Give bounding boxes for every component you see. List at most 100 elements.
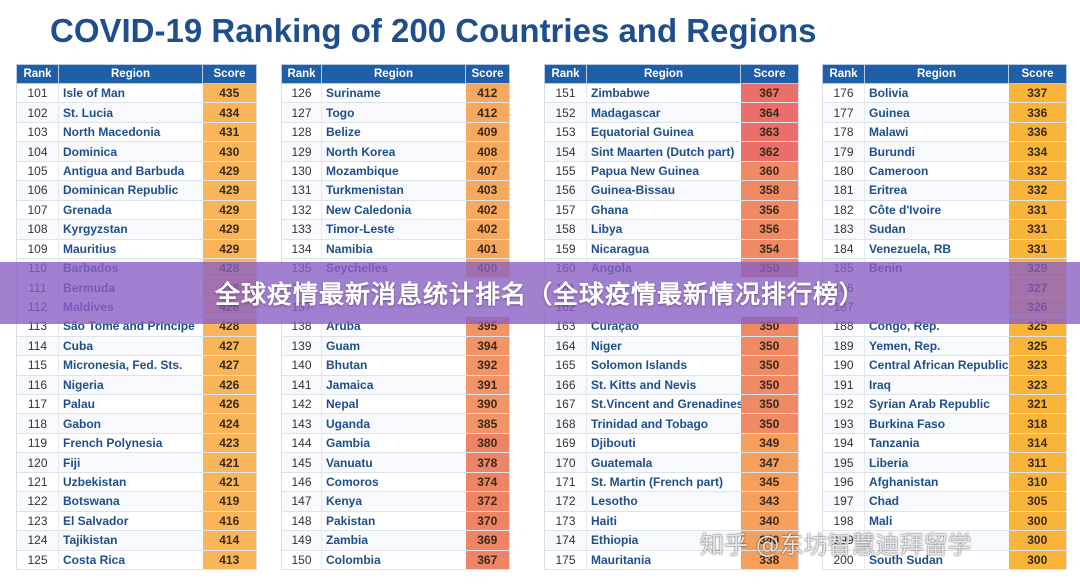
table-row: 115 Micronesia, Fed. Sts. 427 xyxy=(16,355,257,376)
region-cell: Mali xyxy=(864,511,1009,532)
score-cell: 345 xyxy=(740,472,799,493)
table-row: 146 Comoros 374 xyxy=(281,472,510,493)
region-cell: Nigeria xyxy=(58,375,203,396)
rank-cell: 157 xyxy=(544,200,587,221)
rank-cell: 129 xyxy=(281,141,322,162)
score-cell: 336 xyxy=(1008,102,1067,123)
table-row: 164 Niger 350 xyxy=(544,336,799,357)
score-cell: 401 xyxy=(465,239,510,259)
score-cell: 300 xyxy=(1008,550,1067,570)
region-cell: Ghana xyxy=(586,200,741,221)
rank-cell: 180 xyxy=(822,161,865,182)
rank-cell: 166 xyxy=(544,375,587,396)
table-row: 117 Palau 426 xyxy=(16,394,257,415)
region-cell: Papua New Guinea xyxy=(586,161,741,182)
table-row: 125 Costa Rica 413 xyxy=(16,550,257,570)
table-row: 195 Liberia 311 xyxy=(822,452,1067,473)
region-cell: Lesotho xyxy=(586,491,741,512)
rank-cell: 130 xyxy=(281,161,322,182)
table-row: 149 Zambia 369 xyxy=(281,530,510,551)
score-header: Score xyxy=(465,64,510,84)
table-row: 118 Gabon 424 xyxy=(16,413,257,434)
rank-cell: 108 xyxy=(16,219,59,240)
rank-cell: 117 xyxy=(16,394,59,415)
table-row: 133 Timor-Leste 402 xyxy=(281,219,510,240)
rank-cell: 145 xyxy=(281,452,322,473)
region-cell: Madagascar xyxy=(586,102,741,123)
rank-cell: 171 xyxy=(544,472,587,493)
table-row: 109 Mauritius 429 xyxy=(16,239,257,259)
score-cell: 380 xyxy=(465,433,510,454)
rank-cell: 106 xyxy=(16,180,59,201)
rank-cell: 170 xyxy=(544,452,587,473)
table-row: 150 Colombia 367 xyxy=(281,550,510,570)
rank-cell: 123 xyxy=(16,511,59,532)
rank-cell: 198 xyxy=(822,511,865,532)
score-header: Score xyxy=(202,64,257,84)
score-cell: 391 xyxy=(465,375,510,396)
rank-cell: 134 xyxy=(281,239,322,259)
rank-cell: 149 xyxy=(281,530,322,551)
score-cell: 350 xyxy=(740,336,799,357)
rank-cell: 118 xyxy=(16,413,59,434)
region-cell: French Polynesia xyxy=(58,433,203,454)
rank-cell: 121 xyxy=(16,472,59,493)
table-row: 130 Mozambique 407 xyxy=(281,161,510,182)
region-cell: Togo xyxy=(321,102,466,123)
rank-cell: 200 xyxy=(822,550,865,570)
score-cell: 407 xyxy=(465,161,510,182)
region-cell: Burkina Faso xyxy=(864,413,1009,434)
score-cell: 429 xyxy=(202,161,257,182)
region-cell: Guinea xyxy=(864,102,1009,123)
rank-cell: 154 xyxy=(544,141,587,162)
region-cell: Venezuela, RB xyxy=(864,239,1009,259)
region-cell: North Korea xyxy=(321,141,466,162)
region-cell: Suriname xyxy=(321,83,466,104)
table-row: 155 Papua New Guinea 360 xyxy=(544,161,799,182)
score-cell: 367 xyxy=(740,83,799,104)
rank-cell: 148 xyxy=(281,511,322,532)
table-row: 156 Guinea-Bissau 358 xyxy=(544,180,799,201)
score-cell: 408 xyxy=(465,141,510,162)
region-cell: St. Martin (French part) xyxy=(586,472,741,493)
region-cell: Tanzania xyxy=(864,433,1009,454)
region-cell: Mauritania xyxy=(586,550,741,570)
region-cell: Solomon Islands xyxy=(586,355,741,376)
rank-cell: 193 xyxy=(822,413,865,434)
table-row: 177 Guinea 336 xyxy=(822,102,1067,123)
table-row: 200 South Sudan 300 xyxy=(822,550,1067,570)
table-row: 169 Djibouti 349 xyxy=(544,433,799,454)
table-row: 120 Fiji 421 xyxy=(16,452,257,473)
score-cell: 334 xyxy=(1008,141,1067,162)
region-cell: Equatorial Guinea xyxy=(586,122,741,143)
region-header: Region xyxy=(321,64,466,84)
score-cell: 419 xyxy=(202,491,257,512)
region-cell: Afghanistan xyxy=(864,472,1009,493)
score-cell: 337 xyxy=(1008,83,1067,104)
rank-cell: 181 xyxy=(822,180,865,201)
region-cell: Antigua and Barbuda xyxy=(58,161,203,182)
table-row: 108 Kyrgyzstan 429 xyxy=(16,219,257,240)
rank-cell: 175 xyxy=(544,550,587,570)
rank-cell: 144 xyxy=(281,433,322,454)
region-cell: Eritrea xyxy=(864,180,1009,201)
region-header: Region xyxy=(864,64,1009,84)
rank-cell: 109 xyxy=(16,239,59,259)
score-cell: 331 xyxy=(1008,239,1067,259)
table-row: 167 St.Vincent and Grenadines 350 xyxy=(544,394,799,415)
rank-cell: 165 xyxy=(544,355,587,376)
table-row: 171 St. Martin (French part) 345 xyxy=(544,472,799,493)
rank-cell: 179 xyxy=(822,141,865,162)
region-cell: Djibouti xyxy=(586,433,741,454)
region-cell: Sint Maarten (Dutch part) xyxy=(586,141,741,162)
table-row: 148 Pakistan 370 xyxy=(281,511,510,532)
region-cell: Guinea-Bissau xyxy=(586,180,741,201)
region-cell: Bhutan xyxy=(321,355,466,376)
region-cell: Isle of Man xyxy=(58,83,203,104)
score-cell: 300 xyxy=(1008,530,1067,551)
region-cell: Dominica xyxy=(58,141,203,162)
table-row: 157 Ghana 356 xyxy=(544,200,799,221)
table-row: 105 Antigua and Barbuda 429 xyxy=(16,161,257,182)
rank-cell: 164 xyxy=(544,336,587,357)
rank-cell: 155 xyxy=(544,161,587,182)
